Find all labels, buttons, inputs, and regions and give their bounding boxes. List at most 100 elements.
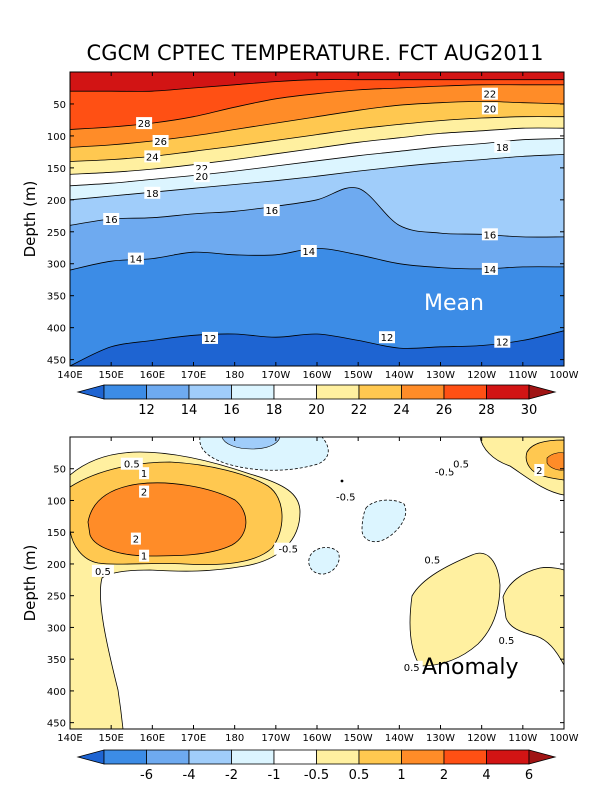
contour-label-text: -0.5: [435, 467, 455, 478]
contour-label-text: 14: [130, 255, 143, 266]
contour-label-8: -0.5: [274, 542, 303, 556]
contour-label-15: 12: [202, 331, 218, 345]
mean-contour-16: [70, 187, 564, 238]
colorbar-box-1: [146, 749, 190, 765]
mean-band-above-30: [70, 72, 564, 92]
contour-label-10: 2: [534, 464, 545, 477]
contour-label-bg: [494, 335, 511, 348]
contour-label-bg: [139, 485, 150, 498]
y-tick-label: 350: [47, 655, 66, 666]
x-tick-label: 150W: [344, 733, 373, 744]
contour-label-text: 14: [302, 247, 315, 258]
colorbar-box-8: [443, 384, 487, 400]
contour-label-text: 12: [204, 334, 217, 345]
contour-label-text: 2: [133, 535, 139, 546]
anomaly-contour-fills: [70, 437, 564, 729]
mean-contour-20: [70, 138, 564, 187]
anomaly-region-east-deep2: [502, 567, 564, 666]
anomaly-y-axis: 50 100 150 200 250 300 350 400 450: [47, 465, 564, 730]
contour-label-bg: [494, 140, 511, 153]
contour-label-bg: [144, 186, 161, 199]
anomaly-colorbar: -6 -4 -2 -1 -0.5 0.5 1 2 4 6: [76, 749, 557, 783]
colorbar-tick-label: -1: [268, 768, 281, 783]
x-tick-label: 170W: [261, 733, 290, 744]
colorbar-tick-label: 30: [521, 403, 538, 418]
colorbar-box-7: [401, 384, 445, 400]
x-tick-label: 130W: [426, 370, 455, 381]
contour-label-text: 16: [484, 230, 497, 241]
contour-label-14: 14: [481, 262, 498, 276]
colorbar-box-5: [316, 749, 360, 765]
contour-label-13: 14: [300, 245, 317, 258]
y-tick-label: 150: [47, 528, 66, 539]
colorbar-min-arrow: [76, 749, 105, 765]
contour-label-text: 20: [195, 172, 208, 183]
contour-label-1: 26: [152, 135, 169, 148]
contour-label-bg: [534, 464, 545, 476]
colorbar-tick-label: 26: [436, 403, 453, 418]
x-tick-label: 160W: [303, 370, 332, 381]
y-tick-label: 400: [47, 687, 66, 698]
contour-label-text: 0.5: [404, 663, 420, 674]
contour-label-5: 18: [144, 186, 161, 200]
contour-label-9: 0.5: [450, 457, 473, 471]
colorbar-box-2: [188, 384, 232, 400]
contour-label-4: 1: [139, 549, 150, 563]
contour-label-text: 28: [138, 119, 151, 130]
x-tick-label: 120W: [467, 370, 496, 381]
contour-label-bg: [300, 245, 317, 257]
x-tick-label: 140W: [385, 370, 414, 381]
anomaly-region-neg-small: [308, 547, 340, 575]
anomaly-y-axis-label: Depth (m): [21, 545, 39, 622]
mean-contour-26: [70, 100, 564, 148]
contour-label-bg: [331, 490, 360, 503]
contour-label-text: 2: [536, 466, 542, 477]
contour-label-text: 26: [154, 137, 167, 148]
contour-label-bg: [274, 542, 303, 555]
x-tick-label: 100W: [550, 370, 579, 381]
anomaly-region-neg-mid: [361, 499, 407, 543]
x-tick-label: 150E: [98, 733, 123, 744]
contour-label-16: 12: [379, 331, 395, 344]
mean-y-axis: 50 100 150 200 250 300 350 400 450: [47, 100, 564, 367]
contour-label-bg: [379, 331, 395, 344]
contour-label-bg: [136, 117, 153, 130]
mean-x-axis: 140E 150E 160E 170E 180 170W 160W 150W 140W 130W 1…: [57, 72, 579, 381]
colorbar-box-1: [146, 384, 190, 400]
y-tick-label: 50: [53, 465, 66, 476]
colorbar-tick-label: 2: [440, 768, 448, 783]
contour-label-bg: [91, 564, 114, 577]
contour-label-text: 16: [265, 206, 278, 217]
x-tick-label: 150E: [98, 370, 123, 381]
colorbar-tick-label: 4: [482, 768, 490, 783]
x-tick-label: 180: [225, 370, 244, 381]
contour-label-text: 1: [141, 469, 147, 480]
x-tick-label: 170E: [181, 370, 206, 381]
contour-label-12: 0.5: [495, 634, 518, 647]
colorbar-tick-label: 12: [138, 403, 155, 418]
contour-label-text: 0.5: [453, 460, 469, 471]
colorbar-tick-label: -6: [140, 768, 153, 783]
colorbar-box-7: [401, 749, 445, 765]
contour-label-bg: [400, 660, 423, 673]
colorbar-box-9: [486, 749, 530, 765]
contour-label-text: 12: [381, 333, 394, 344]
x-tick-label: 140E: [57, 370, 82, 381]
anomaly-region-east-upper-4: [546, 452, 564, 471]
y-tick-label: 200: [47, 196, 66, 207]
contour-label-text: 0.5: [424, 556, 440, 567]
contour-label-8: 18: [494, 140, 511, 154]
anomaly-dot: [340, 479, 344, 483]
y-tick-label: 150: [47, 164, 66, 175]
mean-contour-fills: [70, 72, 564, 366]
contour-label-bg: [421, 553, 444, 566]
contour-label-text: 14: [484, 265, 497, 276]
contour-label-bg: [450, 457, 473, 470]
contour-label-text: 22: [195, 164, 208, 175]
mean-contour-22: [70, 127, 564, 175]
contour-label-bg: [144, 150, 161, 163]
x-tick-label: 160E: [140, 370, 165, 381]
colorbar-tick-label: 0.5: [349, 768, 370, 783]
